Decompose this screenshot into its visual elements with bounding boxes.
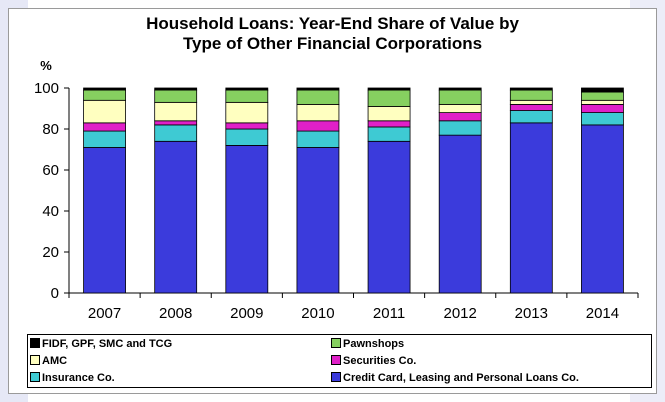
bars (83, 87, 624, 294)
x-tick-label-2007: 2007 (88, 305, 121, 322)
bar-2012-amc (438, 104, 482, 114)
bar-2014-insurance-co (581, 112, 624, 126)
bar-2008-pawnshops (154, 89, 198, 103)
y-tick-label-60: 60 (42, 162, 59, 179)
bar-2011-insurance-co (367, 126, 411, 142)
bar-2012-insurance-co (438, 120, 482, 136)
legend-item-insurance-co: Insurance Co. (30, 370, 115, 386)
bar-2008-securities-co (154, 120, 198, 126)
y-tick-label-80: 80 (42, 121, 59, 138)
legend-item-securities-co: Securities Co. (331, 353, 416, 369)
legend-item-credit-card-leasing-and-personal-loans-co: Credit Card, Leasing and Personal Loans … (331, 370, 579, 386)
bar-2007-securities-co (83, 122, 126, 132)
bar-2009-securities-co (225, 122, 269, 130)
bar-2011-fidf-gpf-smc-and-tcg (367, 87, 411, 91)
y-tick-label-0: 0 (51, 285, 59, 302)
bar-2008-amc (154, 101, 198, 122)
bar-2014-pawnshops (581, 91, 624, 101)
bar-2010-fidf-gpf-smc-and-tcg (296, 87, 340, 91)
legend: FIDF, GPF, SMC and TCG Pawnshops AMC Securi… (27, 334, 652, 388)
bar-2008-credit-card-leasing-and-personal-loans-co (154, 140, 198, 294)
bar-2011-pawnshops (367, 89, 411, 107)
legend-item-fidf-gpf-smc-and-tcg: FIDF, GPF, SMC and TCG (30, 336, 172, 352)
bar-2008-fidf-gpf-smc-and-tcg (154, 87, 198, 91)
x-tick-label-2009: 2009 (230, 305, 263, 322)
bar-2008-insurance-co (154, 124, 198, 142)
x-tick-label-2010: 2010 (301, 305, 334, 322)
x-tick-label-2008: 2008 (159, 305, 192, 322)
bar-2009-amc (225, 101, 269, 124)
chart-title: Household Loans: Year-End Share of Value… (8, 14, 657, 54)
bar-2013-securities-co (509, 104, 553, 111)
bar-2007-credit-card-leasing-and-personal-loans-co (83, 147, 126, 294)
legend-label-fidf-gpf-smc-and-tcg: FIDF, GPF, SMC and TCG (42, 338, 173, 350)
legend-label-amc: AMC (42, 355, 68, 367)
bar-2007-pawnshops (83, 89, 126, 101)
bar-2007-amc (83, 99, 126, 124)
bar-2014-securities-co (581, 104, 624, 114)
x-tick-label-2012: 2012 (444, 305, 477, 322)
legend-swatch-amc (30, 355, 40, 365)
bar-2010-credit-card-leasing-and-personal-loans-co (296, 147, 340, 294)
x-tick-label-2011: 2011 (373, 305, 405, 322)
bar-2009-pawnshops (225, 89, 269, 103)
bar-2009-credit-card-leasing-and-personal-loans-co (225, 144, 269, 294)
bar-2010-securities-co (296, 120, 340, 132)
bar-2009-insurance-co (225, 128, 269, 146)
y-tick-label-20: 20 (42, 244, 59, 261)
bar-2014-credit-card-leasing-and-personal-loans-co (581, 124, 624, 294)
legend-swatch-securities-co (331, 355, 341, 365)
legend-swatch-pawnshops (331, 338, 341, 348)
bar-2012-fidf-gpf-smc-and-tcg (438, 87, 482, 91)
bar-2007-insurance-co (83, 130, 126, 148)
bar-2011-credit-card-leasing-and-personal-loans-co (367, 140, 411, 294)
bar-2014-amc (581, 99, 624, 105)
y-axis-label: % (40, 58, 52, 73)
y-tick-label-100: 100 (34, 80, 59, 97)
bar-2009-fidf-gpf-smc-and-tcg (225, 87, 269, 91)
y-tick-label-40: 40 (42, 203, 59, 220)
bar-2010-insurance-co (296, 130, 340, 148)
x-tick-label-2013: 2013 (515, 305, 548, 322)
bar-2011-amc (367, 106, 411, 122)
x-tick-label-2014: 2014 (586, 305, 619, 322)
bar-2013-fidf-gpf-smc-and-tcg (509, 87, 553, 91)
legend-label-insurance-co: Insurance Co. (42, 372, 115, 384)
bar-2010-amc (296, 104, 340, 122)
bar-2013-amc (509, 99, 553, 105)
legend-item-amc: AMC (30, 353, 67, 369)
bar-2010-pawnshops (296, 89, 340, 105)
legend-swatch-credit-card-leasing-and-personal-loans-co (331, 372, 341, 382)
bar-2012-credit-card-leasing-and-personal-loans-co (438, 134, 482, 294)
legend-label-securities-co: Securities Co. (343, 355, 417, 367)
bar-2012-pawnshops (438, 89, 482, 105)
chart-title-line-1: Household Loans: Year-End Share of Value… (146, 14, 519, 33)
bar-2007-fidf-gpf-smc-and-tcg (83, 87, 126, 91)
legend-swatch-fidf-gpf-smc-and-tcg (30, 338, 40, 348)
bar-2013-credit-card-leasing-and-personal-loans-co (509, 122, 553, 294)
bar-2013-pawnshops (509, 89, 553, 101)
legend-label-pawnshops: Pawnshops (343, 338, 405, 350)
legend-swatch-insurance-co (30, 372, 40, 382)
chart-title-line-2: Type of Other Financial Corporations (182, 34, 483, 53)
legend-item-pawnshops: Pawnshops (331, 336, 404, 352)
legend-label-credit-card-leasing-and-personal-loans-co: Credit Card, Leasing and Personal Loans … (343, 372, 579, 384)
bar-2013-insurance-co (509, 110, 553, 124)
bar-2011-securities-co (367, 120, 411, 128)
bar-2012-securities-co (438, 112, 482, 122)
bar-2014-fidf-gpf-smc-and-tcg (581, 87, 624, 93)
